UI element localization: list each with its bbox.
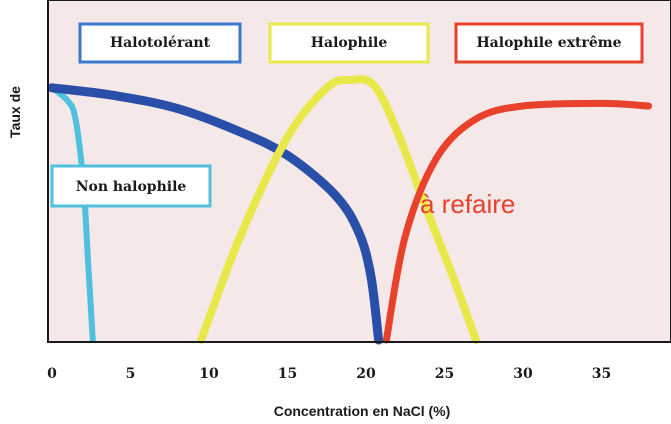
x-tick-labels: 0 5 10 15 20 25 30 35 — [47, 366, 611, 382]
series-line-halophile — [197, 75, 480, 344]
legend-box-halophile — [268, 22, 430, 64]
series-layer — [47, 75, 653, 345]
series-line-non-halophile — [49, 84, 96, 343]
legend-label-halophile: Halophile — [311, 35, 388, 51]
x-tick-label: 15 — [278, 366, 297, 382]
legend: Halotolérant Halophile Halophile extrême… — [50, 22, 644, 208]
plot-border — [47, 0, 671, 343]
legend-label-non-halophile: Non halophile — [76, 179, 187, 195]
x-tick-label: 5 — [126, 366, 136, 382]
annotation-text: à refaire — [420, 189, 515, 219]
y-axis-label: Taux de — [7, 86, 23, 138]
series-line-halotolerant — [47, 83, 384, 345]
legend-box-halotolerant — [78, 22, 242, 64]
x-tick-label: 0 — [47, 366, 57, 382]
legend-label-halotolerant: Halotolérant — [110, 35, 211, 51]
x-tick-label: 30 — [513, 366, 533, 382]
legend-box-halophile-extreme — [454, 22, 644, 64]
x-tick-label: 35 — [592, 366, 611, 382]
x-tick-label: 20 — [356, 366, 376, 382]
x-tick-label: 25 — [435, 366, 454, 382]
legend-box-non-halophile — [50, 164, 212, 208]
x-axis-label: Concentration en NaCl (%) — [274, 403, 451, 419]
series-line-halophile-extreme — [382, 99, 653, 344]
x-tick-label: 10 — [199, 366, 219, 382]
legend-label-halophile-extreme: Halophile extrême — [476, 35, 621, 51]
